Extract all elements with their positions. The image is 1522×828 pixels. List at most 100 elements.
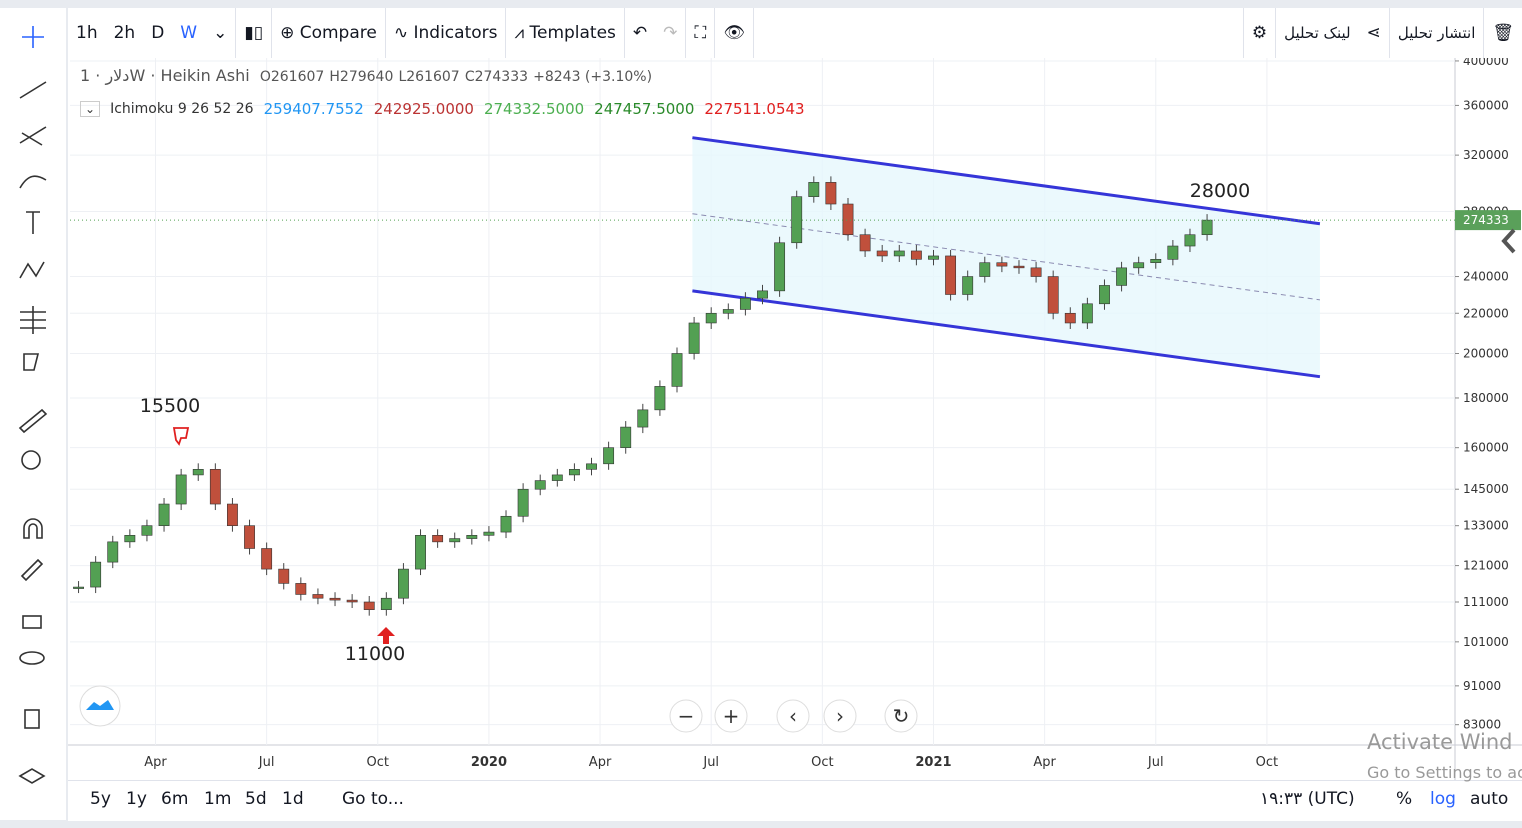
indicator-value: 242925.0000 (373, 100, 474, 118)
trendline-icon[interactable] (19, 81, 47, 99)
indicator-value: 259407.7552 (263, 100, 364, 118)
y-tick-label: 400000 (1463, 58, 1509, 68)
candle (483, 531, 495, 536)
y-tick-label: 320000 (1463, 148, 1509, 162)
arrow-up-icon (377, 627, 395, 644)
candle (517, 488, 529, 517)
auto[interactable]: auto (1470, 789, 1509, 809)
indicator-value: 227511.0543 (704, 100, 805, 118)
candle (380, 597, 392, 610)
drawing-toolbar (0, 8, 66, 820)
brush-icon[interactable] (19, 175, 47, 189)
draw-mode-icon[interactable] (20, 558, 44, 582)
x-tick-label: 2021 (915, 755, 951, 770)
delete[interactable]: 🗑 (1492, 23, 1514, 43)
annotation: 11000 (345, 643, 405, 665)
nav-button[interactable]: › (823, 699, 857, 733)
settings[interactable]: ⚙ (1251, 23, 1268, 43)
layers-icon[interactable] (18, 768, 46, 784)
ohlc: L261607 (398, 69, 460, 85)
redo[interactable]: ↷ (663, 23, 678, 43)
text-icon[interactable] (26, 211, 40, 234)
channel-line (692, 213, 1320, 301)
watermark: Activate Wind (1367, 730, 1513, 754)
candle (996, 262, 1008, 267)
candle (1116, 267, 1128, 286)
range[interactable]: 1m (204, 789, 232, 809)
candle (261, 548, 273, 570)
nav-circle (823, 699, 857, 733)
legend: دلار · 1W · Heikin Ashi O261607 H279640 … (80, 66, 653, 85)
goto[interactable]: Go to... (342, 789, 404, 809)
fullscreen[interactable]: ⛶ (694, 23, 707, 43)
separator (685, 8, 687, 58)
y-tick-label: 111000 (1463, 595, 1509, 609)
interval[interactable]: 2h (113, 23, 136, 43)
chart-style[interactable]: ▮▯ (244, 23, 264, 43)
nav-button[interactable]: − (669, 699, 703, 733)
candle (842, 203, 854, 236)
label: Indicators (413, 23, 498, 43)
separator (1242, 8, 1244, 58)
interval[interactable]: D (151, 23, 165, 43)
interval[interactable]: W (180, 23, 198, 43)
lock-icon[interactable] (22, 615, 42, 629)
y-tick-label: 160000 (1463, 441, 1509, 455)
x-tick-label: Apr (589, 755, 612, 770)
collapse[interactable]: ⌄ (80, 101, 101, 117)
magnet-icon[interactable] (23, 518, 43, 539)
pattern-icon[interactable] (19, 261, 45, 279)
time: ۱۹:۳۳ (UTC) (1260, 789, 1355, 809)
zoom-icon[interactable] (21, 450, 41, 470)
range[interactable]: 1d (282, 789, 304, 809)
chart: 83000 91000 101000 111000 121000 133000 145000… (68, 58, 1522, 780)
y-tick-label: 220000 (1463, 306, 1509, 320)
candle (688, 322, 700, 354)
dropdown[interactable]: ⌄ (213, 23, 228, 43)
candle (1099, 285, 1110, 305)
templates-button[interactable]: ⩘ Templates (514, 23, 616, 43)
trash-icon[interactable] (24, 709, 40, 729)
fib-icon[interactable] (19, 126, 47, 146)
ruler-icon[interactable] (18, 408, 48, 434)
log[interactable]: log (1430, 789, 1456, 809)
candle (329, 597, 341, 601)
separator (1388, 8, 1390, 58)
annotation: 15500 (140, 395, 200, 417)
range[interactable]: 5d (245, 789, 267, 809)
share-button[interactable]: لینک تحلیل (1284, 24, 1351, 42)
candle (671, 353, 683, 387)
indicators-button[interactable]: ∿ Indicators (393, 23, 498, 43)
compare-button[interactable]: ⊕ Compare (280, 23, 377, 43)
candle (500, 515, 512, 533)
crosshair-icon[interactable] (22, 26, 44, 48)
prediction-icon[interactable] (20, 306, 46, 334)
tool-icons (18, 26, 48, 784)
candle (73, 586, 84, 589)
logo (86, 700, 114, 710)
y-tick-label: 121000 (1463, 559, 1509, 573)
symbol: دلار (105, 66, 130, 85)
nav-button[interactable]: + (714, 699, 748, 733)
hide-drawings[interactable]: 👁 (723, 23, 745, 43)
percent[interactable]: % (1396, 789, 1413, 809)
nav-button[interactable]: ↻ (884, 699, 918, 733)
y-tick-label: 360000 (1463, 98, 1509, 112)
undo[interactable]: ↶ (632, 23, 648, 43)
interval[interactable]: 1h (76, 23, 98, 43)
publish-button[interactable]: انتشار تحلیل (1397, 24, 1476, 42)
y-tick-label: 133000 (1463, 519, 1509, 533)
x-tick-label: Apr (144, 755, 167, 770)
icons-icon[interactable] (23, 353, 40, 371)
indicator-value: 274332.5000 (483, 100, 585, 118)
share-icon: ⋖ (1366, 23, 1381, 43)
eye-icon[interactable] (19, 651, 45, 665)
range[interactable]: 6m (161, 789, 189, 809)
range[interactable]: 1y (126, 789, 147, 809)
separator (623, 8, 625, 58)
range[interactable]: 5y (90, 789, 111, 809)
nav-button[interactable]: ‹ (776, 699, 810, 733)
nav-circle (776, 699, 810, 733)
style: Heikin Ashi (160, 66, 250, 85)
price-axis (1455, 58, 1522, 780)
